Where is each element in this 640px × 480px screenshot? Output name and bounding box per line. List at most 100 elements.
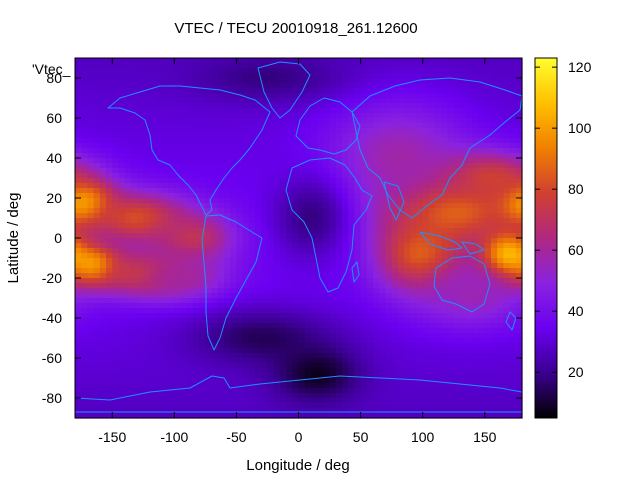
heat-cell	[466, 158, 473, 164]
heat-cell	[143, 168, 151, 174]
heat-cell	[286, 268, 293, 274]
heat-cell	[385, 378, 393, 384]
heat-cell	[441, 123, 449, 129]
heat-cell	[112, 278, 120, 284]
heat-cell	[255, 208, 262, 214]
heat-cell	[323, 58, 331, 64]
heat-cell	[149, 288, 157, 294]
heat-cell	[428, 268, 436, 274]
heat-cell	[360, 213, 368, 219]
heat-cell	[236, 128, 244, 134]
heat-cell	[397, 73, 405, 79]
heat-cell	[490, 153, 498, 159]
heat-cell	[286, 118, 293, 124]
heat-cell	[391, 133, 399, 139]
heat-cell	[230, 383, 238, 389]
heat-cell	[118, 103, 126, 109]
heat-cell	[286, 358, 293, 364]
heat-cell	[155, 198, 163, 204]
heat-cell	[428, 233, 436, 239]
heat-cell	[267, 283, 275, 289]
heat-cell	[441, 233, 449, 239]
heat-cell	[137, 253, 144, 259]
heat-cell	[373, 113, 380, 119]
heat-cell	[397, 153, 405, 159]
heat-cell	[267, 323, 275, 329]
heat-cell	[497, 213, 504, 219]
heat-cell	[279, 138, 287, 144]
heat-cell	[81, 88, 89, 94]
heat-cell	[385, 93, 393, 99]
heat-cell	[279, 118, 287, 124]
heat-cell	[298, 248, 306, 254]
heat-cell	[143, 58, 151, 64]
heat-cell	[459, 388, 467, 394]
heat-cell	[478, 273, 486, 279]
heat-cell	[348, 278, 355, 284]
heat-cell	[130, 133, 138, 139]
heat-cell	[472, 228, 480, 234]
heat-cell	[385, 163, 393, 169]
heat-cell	[422, 233, 430, 239]
heat-cell	[75, 308, 82, 314]
heat-cell	[497, 338, 504, 344]
heat-cell	[87, 93, 95, 99]
heat-cell	[161, 63, 169, 69]
heat-cell	[391, 318, 399, 324]
heat-cell	[354, 133, 362, 139]
heat-cell	[161, 233, 169, 239]
heat-cell	[273, 153, 281, 159]
heat-cell	[161, 208, 169, 214]
heat-cell	[304, 223, 312, 229]
heat-cell	[292, 283, 300, 289]
heat-cell	[75, 158, 82, 164]
heat-cell	[503, 283, 511, 289]
heat-cell	[329, 98, 337, 104]
heat-cell	[348, 78, 355, 84]
heat-cell	[81, 198, 89, 204]
heat-cell	[87, 268, 95, 274]
heat-cell	[404, 288, 411, 294]
heat-cell	[149, 63, 157, 69]
heat-cell	[118, 268, 126, 274]
heat-cell	[441, 338, 449, 344]
heat-cell	[503, 388, 511, 394]
heat-cell	[484, 363, 492, 369]
heat-cell	[149, 398, 157, 404]
heat-cell	[192, 88, 200, 94]
heat-cell	[168, 78, 175, 84]
heat-cell	[435, 63, 442, 69]
heat-cell	[149, 123, 157, 129]
heat-cell	[404, 238, 411, 244]
heat-cell	[447, 378, 455, 384]
heat-cell	[348, 373, 355, 379]
heat-cell	[149, 303, 157, 309]
heat-cell	[267, 368, 275, 374]
heat-cell	[143, 238, 151, 244]
heat-cell	[236, 343, 244, 349]
heat-cell	[515, 118, 523, 124]
heat-cell	[81, 268, 89, 274]
heat-cell	[360, 143, 368, 149]
heat-cell	[180, 303, 188, 309]
heat-cell	[130, 313, 138, 319]
heat-cell	[466, 393, 473, 399]
heat-cell	[205, 298, 213, 304]
heat-cell	[373, 278, 380, 284]
heat-cell	[286, 138, 293, 144]
heat-cell	[211, 248, 219, 254]
heat-cell	[447, 363, 455, 369]
heat-cell	[459, 108, 467, 114]
heat-cell	[143, 108, 151, 114]
heat-cell	[453, 163, 461, 169]
heat-cell	[192, 68, 200, 74]
heat-cell	[360, 243, 368, 249]
heat-cell	[143, 93, 151, 99]
heat-cell	[298, 163, 306, 169]
heat-cell	[180, 393, 188, 399]
heat-cell	[211, 288, 219, 294]
heat-cell	[397, 278, 405, 284]
heat-cell	[205, 118, 213, 124]
heat-cell	[205, 58, 213, 64]
heat-cell	[292, 383, 300, 389]
